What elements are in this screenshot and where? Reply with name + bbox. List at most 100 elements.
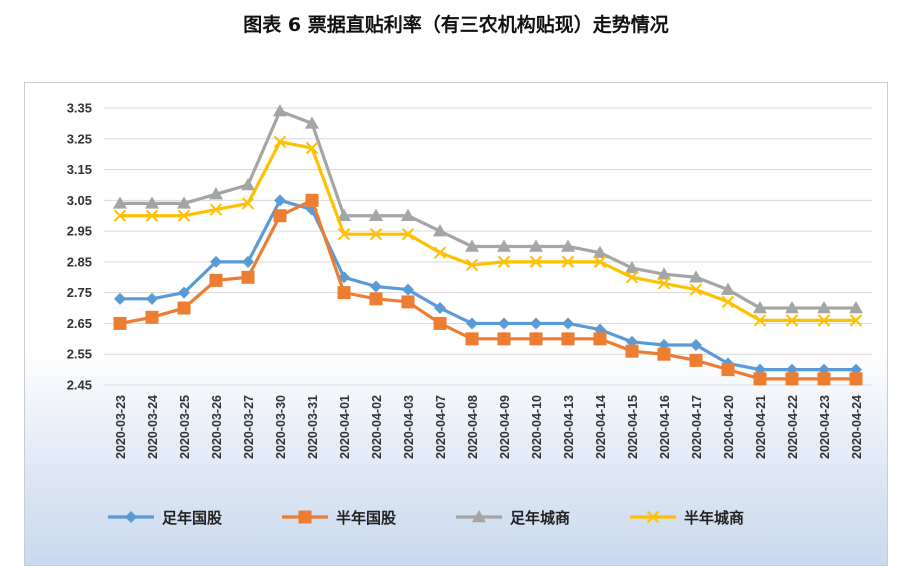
x-marker-stroke [273,135,287,149]
data-point [433,224,447,237]
y-tick-label: 3.15 [67,162,92,177]
data-point [817,301,831,314]
data-point [657,267,671,280]
data-point [562,317,574,330]
x-tick-label: 2020-04-20 [722,395,736,459]
legend-marker [646,510,660,524]
data-point [561,332,575,346]
y-tick-label: 3.25 [67,131,92,146]
data-point [113,209,127,222]
x-tick-label: 2020-04-07 [434,395,448,459]
data-point [273,135,287,149]
data-point [625,271,639,284]
y-tick-label: 3.05 [67,193,92,208]
data-point [849,372,863,386]
y-tick-label: 2.75 [67,285,92,300]
data-point [370,280,382,293]
data-point [689,270,703,283]
x-marker-stroke [401,227,415,241]
y-tick-label: 2.85 [67,254,92,269]
x-tick-label: 2020-03-27 [242,395,256,459]
series-1 [113,193,863,386]
data-point [785,301,799,314]
legend-label: 足年城商 [510,509,570,527]
legend-label: 半年国股 [336,509,397,527]
x-marker-stroke [209,203,223,216]
data-point [242,255,254,268]
data-point [753,314,767,327]
data-point [497,255,511,269]
x-tick-label: 2020-03-30 [274,395,288,459]
data-point [466,317,478,330]
data-point [401,227,415,241]
data-point [177,301,191,315]
data-point [498,317,510,330]
data-point [177,209,191,222]
data-point [593,255,607,269]
x-tick-label: 2020-04-09 [498,395,512,459]
data-point [465,258,479,272]
data-point [753,301,767,314]
data-point [401,208,415,221]
data-point [785,372,799,386]
data-point [849,301,863,314]
x-marker-stroke [849,314,863,327]
x-tick-label: 2020-04-01 [338,395,352,459]
x-marker-stroke [785,314,799,327]
y-tick-label: 3.35 [67,101,92,116]
data-point [305,193,319,207]
x-tick-label: 2020-04-13 [562,395,576,459]
data-point [497,239,511,252]
x-marker-stroke [497,255,511,269]
x-tick-label: 2020-03-26 [210,395,224,459]
legend-marker [472,510,486,523]
series-3 [113,135,863,327]
x-marker-stroke [241,197,255,210]
x-tick-label: 2020-04-15 [626,395,640,459]
legend-marker [298,510,312,524]
data-point [305,116,319,129]
series-line [120,140,856,322]
x-marker-stroke [177,209,191,222]
x-marker-stroke [305,141,319,155]
data-point [305,141,319,155]
data-point [785,314,799,327]
data-point [753,372,767,386]
data-point [434,302,446,315]
data-point [433,316,447,330]
data-point [241,177,255,191]
x-tick-label: 2020-04-21 [754,395,768,459]
x-tick-label: 2020-04-03 [402,395,416,459]
series-line [119,198,856,381]
x-marker-stroke [817,314,831,327]
data-point [241,197,255,210]
x-marker-stroke [646,510,660,524]
data-point [849,314,863,327]
legend-item: 半年国股 [282,509,397,527]
x-marker-stroke [113,209,127,222]
x-tick-label: 2020-04-08 [466,395,480,459]
data-point [209,187,223,200]
data-point [177,196,191,209]
x-marker-stroke [753,314,767,327]
legend-item: 足年城商 [456,509,570,527]
x-marker-stroke [337,227,351,241]
x-tick-label: 2020-04-22 [786,395,800,459]
x-axis-ticks: 2020-03-23 2020-03-24 2020-03-25 2020-03-26… [114,395,864,459]
x-marker-stroke [657,277,671,290]
data-point [210,255,222,268]
data-point [529,239,543,252]
data-point [337,286,351,300]
x-tick-label: 2020-03-25 [178,395,192,459]
data-point [337,227,351,241]
y-tick-label: 2.65 [67,316,92,331]
data-point [625,261,639,274]
x-tick-label: 2020-04-10 [530,395,544,459]
data-point [145,310,159,324]
x-tick-label: 2020-03-24 [146,395,160,459]
data-point [530,317,542,330]
x-marker-stroke [689,283,703,296]
data-point [209,273,223,287]
data-point [657,277,671,290]
